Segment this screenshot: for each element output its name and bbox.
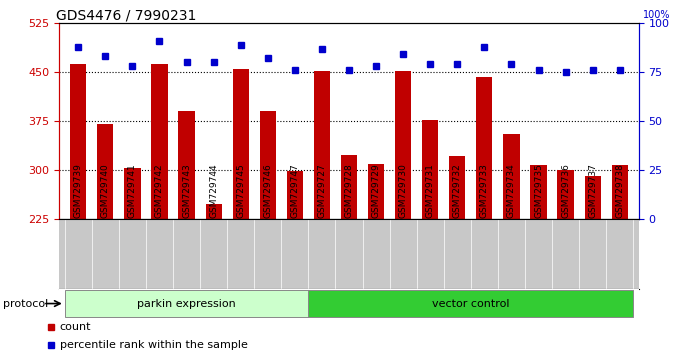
Bar (65, 290, 309, 317)
Bar (309, 290, 633, 317)
Bar (260, 112, 276, 219)
Bar (368, 165, 384, 219)
Bar (450, 156, 466, 219)
Text: 100%: 100% (643, 10, 670, 20)
Bar (232, 69, 248, 219)
Bar (314, 72, 330, 219)
Bar (341, 155, 357, 219)
Text: protocol: protocol (3, 298, 49, 309)
Bar (179, 112, 195, 219)
Bar (584, 176, 601, 219)
Text: GDS4476 / 7990231: GDS4476 / 7990231 (56, 9, 196, 23)
Bar (395, 72, 411, 219)
Text: percentile rank within the sample: percentile rank within the sample (60, 340, 248, 350)
Text: count: count (60, 322, 91, 332)
Bar (205, 204, 222, 219)
Text: parkin expression: parkin expression (138, 298, 236, 309)
Bar (476, 77, 493, 219)
Text: vector control: vector control (432, 298, 510, 309)
Bar (558, 170, 574, 219)
Bar (422, 120, 438, 219)
Bar (287, 171, 303, 219)
Bar (503, 134, 519, 219)
Bar (530, 165, 547, 219)
Bar (124, 169, 140, 219)
Bar (611, 165, 628, 219)
Bar (151, 64, 168, 219)
Bar (97, 124, 114, 219)
Bar (70, 64, 87, 219)
